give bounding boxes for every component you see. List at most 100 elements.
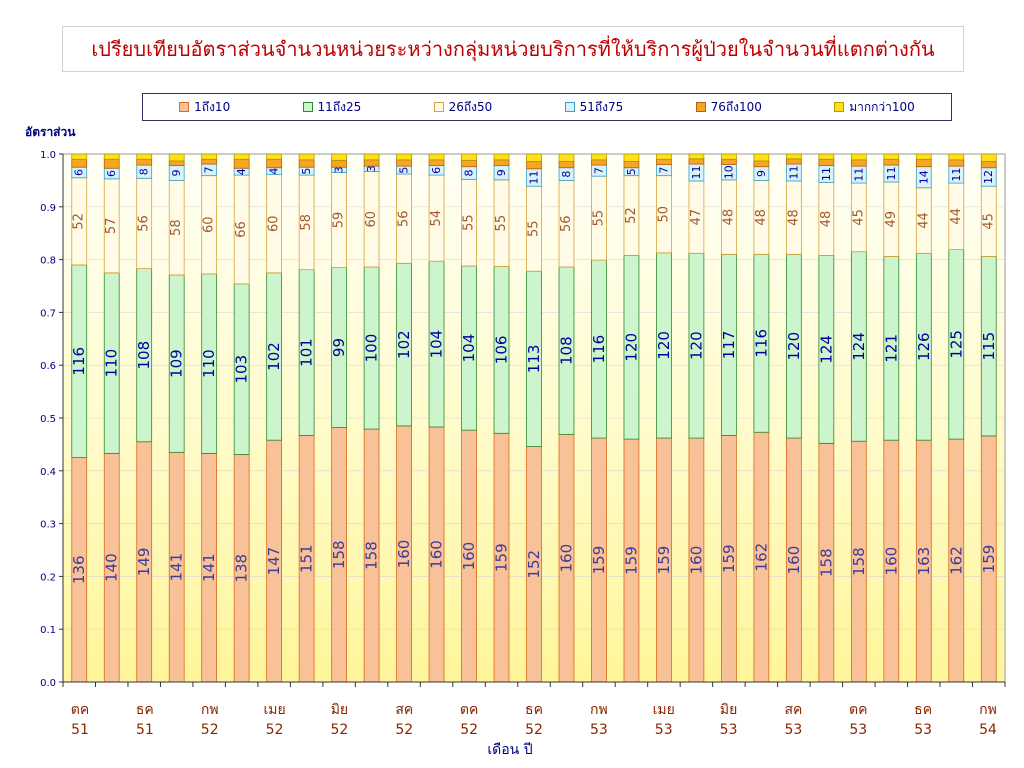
data-label-s2: 120 xyxy=(655,331,673,360)
data-label-s2: 117 xyxy=(720,331,738,360)
y-axis-title: อัตราส่วน xyxy=(25,125,76,139)
data-label-s1: 159 xyxy=(980,545,998,574)
axes: 0.0 0.1 0.2 0.3 0.4 0.5 0.6 0.7 0.8 0.9 1.0 ตค 51 ธค 5… xyxy=(40,150,1006,738)
x-tick-label-year: 51 xyxy=(71,722,89,738)
data-label-s2: 126 xyxy=(915,332,933,361)
data-label-s1: 159 xyxy=(622,546,640,575)
x-tick-label-month: ตค xyxy=(460,702,478,718)
bar-segment-s5 xyxy=(298,159,315,168)
data-label-s2: 110 xyxy=(103,349,121,378)
data-label-s3: 55 xyxy=(527,220,542,237)
data-label-s3: 55 xyxy=(494,215,509,232)
chart-title: เปรียบเทียบอัตราส่วนจำนวนหน่วยระหว่างกลุ… xyxy=(91,37,935,61)
data-label-s4: 6 xyxy=(73,169,86,176)
legend-swatch-s4 xyxy=(564,102,575,112)
data-label-s4: 5 xyxy=(300,168,313,175)
y-tick-label: 0.8 xyxy=(40,256,56,267)
x-tick-label-month: ธค xyxy=(914,702,932,718)
data-label-s2: 120 xyxy=(687,331,705,360)
data-label-s1: 136 xyxy=(70,555,88,584)
data-label-s4: 3 xyxy=(365,165,378,172)
data-label-s1: 159 xyxy=(493,543,511,572)
y-tick-label: 0.6 xyxy=(40,361,56,372)
data-label-s4: 8 xyxy=(138,168,151,175)
data-label-s1: 141 xyxy=(168,553,186,582)
data-label-s2: 120 xyxy=(785,332,803,361)
bar-segment-s5 xyxy=(526,160,542,170)
data-label-s4: 4 xyxy=(268,168,281,175)
bar-segment-s5 xyxy=(591,159,607,166)
data-label-s1: 159 xyxy=(720,544,738,573)
data-label-s4: 11 xyxy=(528,170,541,184)
bar-segment-s6 xyxy=(396,153,412,161)
bar-segment-s6 xyxy=(721,153,737,160)
data-label-s4: 9 xyxy=(755,170,768,177)
bar-segment-s5 xyxy=(493,159,510,167)
bar-segment-s6 xyxy=(168,153,185,162)
x-tick-label-month: สค xyxy=(784,702,802,718)
data-label-s4: 12 xyxy=(982,170,995,184)
x-tick-label-year: 53 xyxy=(785,722,803,738)
bar-segment-s5 xyxy=(980,160,997,169)
data-label-s4: 7 xyxy=(657,167,670,174)
data-label-s3: 56 xyxy=(559,215,574,232)
data-label-s4: 7 xyxy=(592,167,605,174)
bar-segment-s5 xyxy=(266,158,283,169)
bar-segment-s6 xyxy=(915,153,932,160)
data-label-s4: 11 xyxy=(950,168,963,182)
data-label-s2: 125 xyxy=(947,330,965,359)
bar-segment-s5 xyxy=(428,159,445,167)
legend-label-s5: 76ถึง100 xyxy=(710,99,762,114)
bar-segment-s6 xyxy=(623,153,640,162)
legend-item-s5: 76ถึง100 xyxy=(695,98,762,117)
bar-segment-s6 xyxy=(591,153,607,161)
data-label-s1: 152 xyxy=(525,550,543,579)
data-label-s3: 52 xyxy=(624,207,639,224)
data-label-s1: 159 xyxy=(655,546,673,575)
data-label-s4: 3 xyxy=(333,166,346,173)
data-label-s4: 5 xyxy=(398,167,411,174)
y-tick-label: 0.7 xyxy=(40,308,56,319)
x-tick-label-month: สค xyxy=(395,702,413,718)
data-label-s4: 11 xyxy=(787,165,800,179)
data-label-s2: 99 xyxy=(330,338,348,357)
data-label-s4: 4 xyxy=(235,168,248,175)
data-label-s4: 6 xyxy=(430,167,443,174)
data-label-s1: 162 xyxy=(752,543,770,572)
y-tick-label: 0.5 xyxy=(40,414,56,425)
x-tick-label-year: 52 xyxy=(460,722,478,738)
data-label-s4: 10 xyxy=(722,165,735,179)
data-label-s4: 14 xyxy=(917,170,930,184)
data-label-s4: 9 xyxy=(495,169,508,176)
data-label-s4: 11 xyxy=(885,167,898,181)
bar-segment-s5 xyxy=(688,158,705,165)
x-tick-label-month: มิย xyxy=(720,702,737,718)
x-tick-label-month: ธค xyxy=(136,702,154,718)
data-label-s1: 147 xyxy=(265,547,283,576)
data-label-s2: 106 xyxy=(493,336,511,365)
data-label-s3: 58 xyxy=(299,214,314,231)
bar-segment-s5 xyxy=(136,158,153,166)
data-label-s2: 124 xyxy=(817,335,835,364)
data-label-s3: 44 xyxy=(949,208,964,225)
data-label-s3: 56 xyxy=(137,215,152,232)
legend-label-s6: มากกว่า100 xyxy=(849,99,915,114)
bar-segment-s5 xyxy=(71,158,88,168)
data-label-s2: 108 xyxy=(557,336,575,365)
data-label-s1: 138 xyxy=(233,554,251,583)
bar-segment-s6 xyxy=(558,153,575,162)
data-label-s1: 151 xyxy=(298,544,316,573)
bar-segment-s6 xyxy=(363,153,380,161)
data-label-s3: 48 xyxy=(721,209,736,226)
data-label-s3: 54 xyxy=(429,210,444,227)
y-tick-label: 1.0 xyxy=(40,150,56,161)
bar-segment-s5 xyxy=(753,160,770,168)
data-label-s3: 44 xyxy=(916,212,931,229)
bars: 1361165261401105761491085681411095891411… xyxy=(70,153,998,683)
data-label-s4: 8 xyxy=(463,170,476,177)
data-label-s1: 160 xyxy=(785,546,803,575)
bar-segment-s5 xyxy=(233,158,250,169)
legend-item-s1: 1ถึง10 xyxy=(179,98,230,117)
data-label-s3: 55 xyxy=(591,210,606,227)
